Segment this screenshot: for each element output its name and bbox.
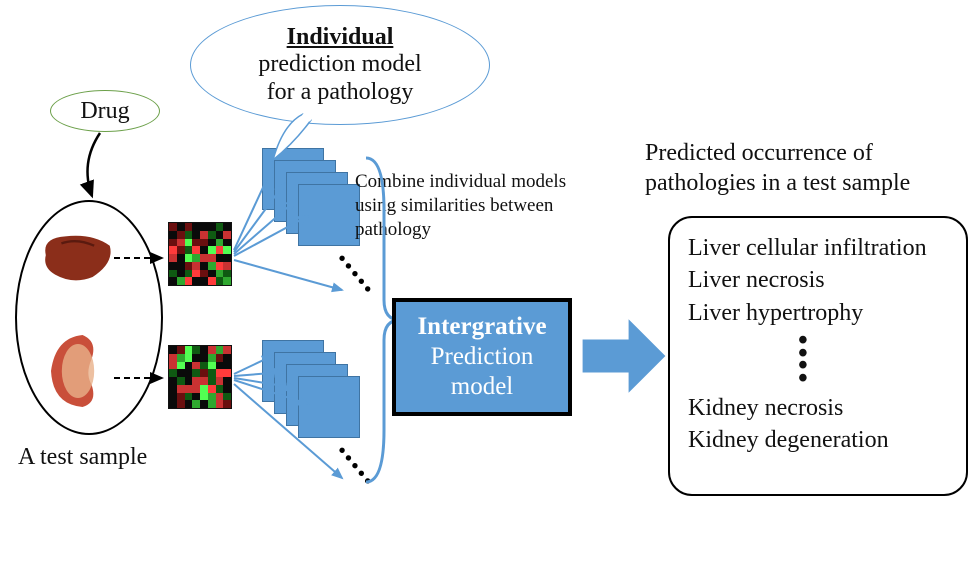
kidney-icon xyxy=(42,330,114,412)
integrative-line3: model xyxy=(451,372,514,402)
output-item: Kidney degeneration xyxy=(688,424,948,456)
output-item: Liver hypertrophy xyxy=(688,297,948,329)
arrows-heatmap-to-stack-bottom xyxy=(230,342,370,492)
integrative-bold: Intergrative xyxy=(417,313,546,340)
vdots-icon: •••• xyxy=(798,335,948,385)
arrows-heatmap-to-stack-top xyxy=(230,150,370,300)
heatmap-kidney xyxy=(168,345,232,409)
individual-bubble: Individual prediction model for a pathol… xyxy=(190,5,490,125)
arrow-kidney-to-heatmap xyxy=(112,368,170,388)
individual-bold: Individual xyxy=(287,24,394,50)
individual-bubble-tail xyxy=(265,112,315,167)
drug-bubble: Drug xyxy=(50,90,160,132)
output-item: Liver cellular infiltration xyxy=(688,232,948,264)
output-item: Kidney necrosis xyxy=(688,392,948,424)
liver-icon xyxy=(38,230,116,288)
individual-line2: prediction model xyxy=(258,51,421,79)
drug-label: Drug xyxy=(80,98,129,125)
output-header: Predicted occurrence of pathologies in a… xyxy=(645,138,965,198)
integrative-line2: Prediction xyxy=(431,342,534,372)
integrative-box: Intergrative Prediction model xyxy=(392,298,572,416)
arrow-liver-to-heatmap xyxy=(112,248,170,268)
output-box: Liver cellular infiltration Liver necros… xyxy=(668,216,968,496)
individual-line3: for a pathology xyxy=(267,79,414,107)
arrow-drug-to-sample xyxy=(70,128,130,208)
heatmap-liver xyxy=(168,222,232,286)
sample-label: A test sample xyxy=(18,444,147,471)
big-arrow-icon xyxy=(578,310,670,402)
output-item: Liver necrosis xyxy=(688,264,948,296)
